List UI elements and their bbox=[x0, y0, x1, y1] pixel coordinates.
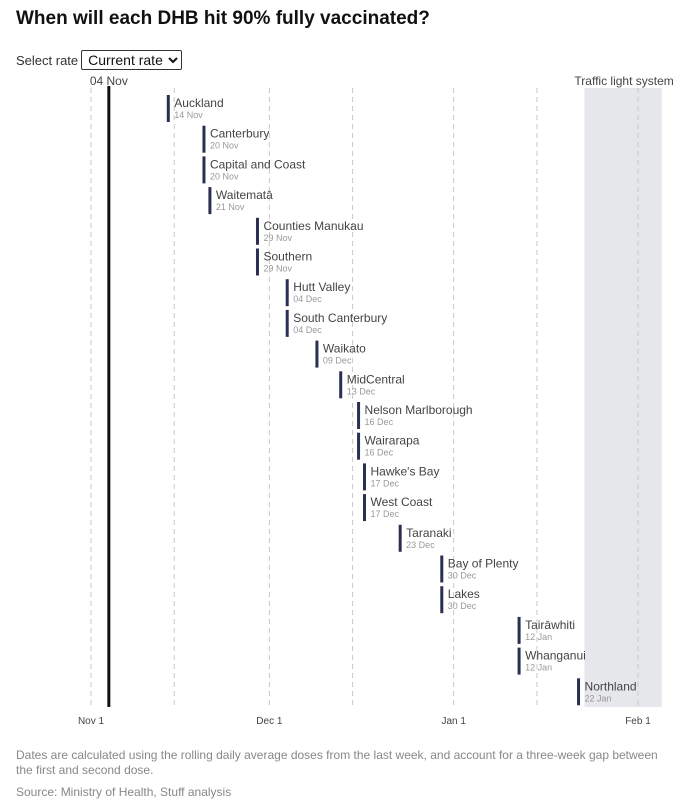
dhb-name-label: Lakes bbox=[448, 587, 480, 601]
source-credit: Source: Ministry of Health, Stuff analys… bbox=[16, 785, 232, 799]
dhb-date-label: 16 Dec bbox=[365, 417, 394, 427]
dhb-bar bbox=[315, 340, 319, 368]
dhb-date-label: 09 Dec bbox=[323, 356, 352, 366]
dhb-bar bbox=[285, 309, 289, 337]
dhb-bar bbox=[285, 279, 289, 307]
chart-title: When will each DHB hit 90% fully vaccina… bbox=[16, 8, 430, 29]
dhb-date-label: 17 Dec bbox=[371, 478, 400, 488]
dhb-bar bbox=[202, 156, 206, 184]
rate-selector-label: Select rate bbox=[16, 52, 79, 68]
dhb-date-label: 14 Nov bbox=[174, 110, 203, 120]
dhb-bar bbox=[517, 647, 521, 675]
dhb-name-label: Hutt Valley bbox=[293, 280, 350, 294]
dhb-date-label: 04 Dec bbox=[293, 325, 322, 335]
dhb-name-label: Southern bbox=[263, 250, 312, 264]
dhb-bar bbox=[363, 463, 366, 491]
dhb-name-label: Waitematā bbox=[216, 188, 273, 202]
dhb-date-label: 20 Nov bbox=[210, 171, 239, 181]
dhb-bar bbox=[357, 432, 361, 460]
x-tick-label: Nov 1 bbox=[78, 716, 105, 727]
dhb-name-label: Whanganui bbox=[525, 649, 586, 663]
dhb-date-label: 23 Dec bbox=[406, 540, 435, 550]
dhb-bar bbox=[577, 678, 581, 706]
today-marker-label: 04 Nov bbox=[90, 74, 128, 88]
traffic-light-label: Traffic light system bbox=[574, 74, 673, 88]
dhb-bar bbox=[255, 248, 259, 276]
dhb-date-label: 13 Dec bbox=[347, 386, 376, 396]
dhb-name-label: Nelson Marlborough bbox=[365, 403, 473, 417]
dhb-date-label: 29 Nov bbox=[263, 233, 292, 243]
dhb-date-label: 12 Jan bbox=[525, 632, 552, 642]
dhb-name-label: MidCentral bbox=[347, 372, 405, 386]
dhb-bar bbox=[357, 402, 361, 429]
x-tick-label: Dec 1 bbox=[256, 716, 283, 727]
dhb-name-label: Counties Manukau bbox=[263, 219, 363, 233]
dhb-name-label: Auckland bbox=[174, 96, 223, 110]
traffic-light-region bbox=[584, 88, 662, 707]
dhb-bar bbox=[440, 586, 444, 614]
dhb-bar bbox=[255, 217, 259, 245]
rate-select[interactable]: Current rate bbox=[81, 50, 183, 70]
dhb-date-label: 04 Dec bbox=[293, 294, 322, 304]
dhb-name-label: Bay of Plenty bbox=[448, 557, 519, 571]
dhb-bar bbox=[363, 494, 366, 522]
dhb-name-label: Northland bbox=[585, 679, 637, 693]
dhb-name-label: Tairāwhiti bbox=[525, 618, 575, 632]
dhb-name-label: Taranaki bbox=[406, 526, 451, 540]
dhb-bar bbox=[398, 524, 402, 552]
dhb-bar bbox=[517, 616, 521, 644]
dhb-date-label: 12 Jan bbox=[525, 663, 552, 673]
x-tick-label: Jan 1 bbox=[441, 716, 466, 727]
dhb-date-label: 30 Dec bbox=[448, 571, 477, 581]
dhb-name-label: Capital and Coast bbox=[210, 157, 306, 171]
dhb-name-label: Wairarapa bbox=[365, 434, 420, 448]
dhb-name-label: Hawke's Bay bbox=[371, 464, 440, 478]
rate-selector: Select rate Current rate bbox=[16, 50, 183, 70]
dhb-bar bbox=[208, 187, 212, 215]
dhb-date-label: 20 Nov bbox=[210, 141, 239, 151]
methodology-note: Dates are calculated using the rolling d… bbox=[16, 748, 658, 777]
dhb-bar bbox=[166, 95, 170, 122]
dhb-bar bbox=[202, 125, 206, 153]
dhb-bar bbox=[339, 371, 343, 399]
dhb-date-label: 30 Dec bbox=[448, 601, 477, 611]
dhb-bar bbox=[440, 555, 444, 583]
dhb-date-label: 16 Dec bbox=[365, 448, 394, 458]
dhb-date-label: 29 Nov bbox=[263, 264, 292, 274]
dhb-name-label: West Coast bbox=[371, 495, 433, 509]
dhb-date-label: 17 Dec bbox=[371, 509, 400, 519]
dhb-name-label: Canterbury bbox=[210, 127, 269, 141]
x-tick-label: Feb 1 bbox=[625, 716, 651, 727]
dhb-name-label: South Canterbury bbox=[293, 311, 387, 325]
dhb-date-label: 21 Nov bbox=[216, 202, 245, 212]
dhb-date-label: 22 Jan bbox=[585, 693, 612, 703]
dhb-name-label: Waikato bbox=[323, 342, 366, 356]
